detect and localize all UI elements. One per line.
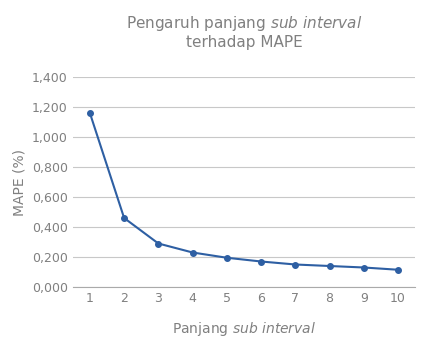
Text: Panjang $\mathit{sub\ interval}$: Panjang $\mathit{sub\ interval}$ bbox=[172, 320, 316, 337]
Y-axis label: MAPE (%): MAPE (%) bbox=[12, 148, 27, 216]
Text: Pengaruh panjang $\mathit{sub\ interval}$
terhadap MAPE: Pengaruh panjang $\mathit{sub\ interval}… bbox=[126, 14, 362, 50]
